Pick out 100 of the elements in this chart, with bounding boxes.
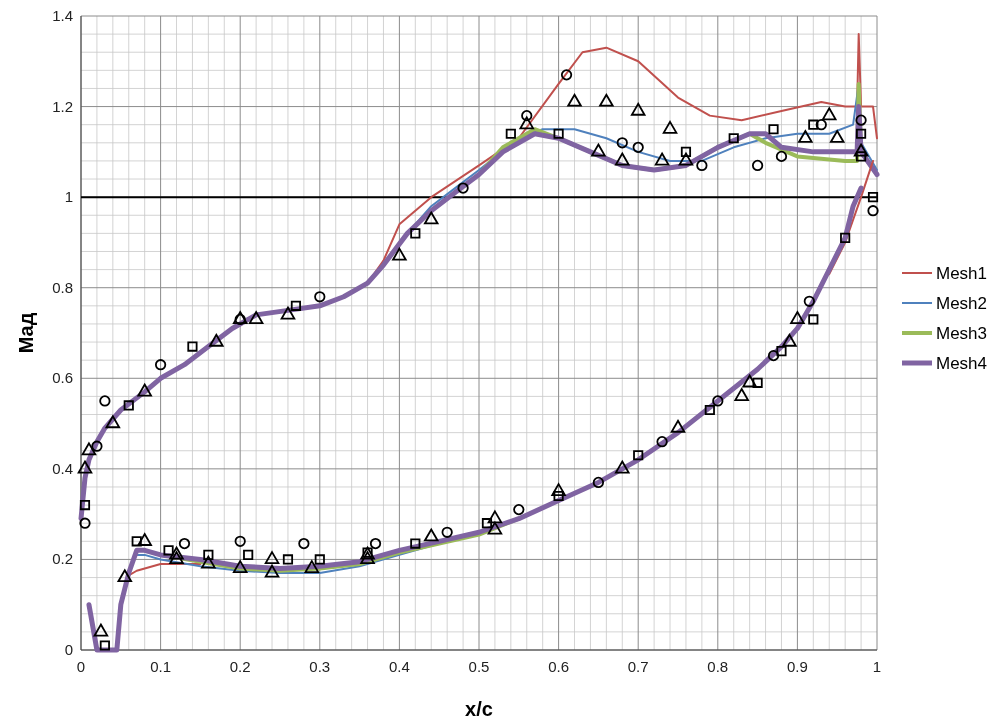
point bbox=[117, 569, 133, 583]
point bbox=[360, 551, 375, 564]
point bbox=[178, 537, 191, 550]
x-tick-label: 0 bbox=[76, 658, 86, 675]
point bbox=[803, 295, 815, 307]
point bbox=[314, 554, 325, 565]
point bbox=[264, 551, 280, 564]
point bbox=[856, 128, 867, 139]
x-tick-label: 0.5 bbox=[468, 658, 490, 675]
point bbox=[169, 551, 184, 564]
point bbox=[77, 460, 93, 474]
point bbox=[821, 107, 837, 121]
point bbox=[298, 537, 310, 550]
point bbox=[137, 533, 152, 546]
point bbox=[481, 518, 493, 529]
x-tick-label: 0.3 bbox=[309, 658, 331, 675]
point bbox=[423, 211, 439, 225]
point bbox=[855, 114, 867, 126]
point bbox=[551, 483, 566, 497]
point bbox=[487, 521, 503, 535]
y-tick-label: 0.6 bbox=[52, 369, 73, 387]
point bbox=[680, 146, 692, 157]
point bbox=[232, 560, 248, 574]
x-tick-label: 0.7 bbox=[627, 658, 649, 675]
point bbox=[633, 450, 644, 461]
point bbox=[369, 537, 382, 550]
y-tick-label: 0.4 bbox=[52, 459, 73, 477]
point bbox=[105, 415, 121, 429]
point bbox=[808, 119, 819, 130]
x-tick-label: 0.1 bbox=[150, 658, 172, 675]
x-tick-label: 0.8 bbox=[707, 658, 729, 675]
legend-label: Mesh1 bbox=[936, 264, 988, 283]
point bbox=[599, 93, 614, 107]
x-tick-label: 1 bbox=[872, 658, 882, 675]
point bbox=[123, 400, 134, 411]
x-axis-title: x/c bbox=[465, 698, 493, 720]
point bbox=[696, 159, 708, 172]
point bbox=[553, 490, 564, 502]
point bbox=[829, 130, 845, 143]
point bbox=[728, 133, 739, 144]
point bbox=[282, 554, 294, 565]
y-axis-title: Мад bbox=[15, 312, 37, 354]
point bbox=[752, 377, 763, 388]
point bbox=[560, 69, 573, 81]
point bbox=[734, 388, 749, 401]
point bbox=[768, 124, 779, 135]
point bbox=[790, 311, 805, 324]
point bbox=[798, 130, 813, 143]
point bbox=[280, 306, 296, 320]
point bbox=[314, 291, 326, 303]
point bbox=[248, 311, 264, 324]
point bbox=[567, 93, 582, 107]
point bbox=[519, 116, 535, 130]
point bbox=[187, 341, 198, 352]
x-tick-label: 0.9 bbox=[786, 658, 808, 675]
point bbox=[775, 150, 788, 162]
point bbox=[591, 143, 606, 157]
point bbox=[654, 152, 670, 166]
point bbox=[264, 564, 280, 578]
point bbox=[131, 536, 142, 547]
point bbox=[678, 152, 694, 166]
point bbox=[410, 538, 421, 549]
point bbox=[704, 404, 715, 416]
point bbox=[815, 119, 827, 131]
point bbox=[670, 419, 686, 433]
point bbox=[751, 159, 764, 172]
point bbox=[154, 359, 167, 371]
point bbox=[234, 535, 246, 547]
point bbox=[521, 110, 533, 122]
point bbox=[656, 436, 668, 448]
point bbox=[91, 440, 103, 452]
point bbox=[81, 442, 97, 456]
legend-label: Mesh3 bbox=[936, 324, 988, 343]
y-tick-label: 0 bbox=[64, 641, 73, 658]
point bbox=[410, 228, 421, 239]
point bbox=[487, 510, 503, 524]
point bbox=[423, 528, 439, 542]
point bbox=[243, 549, 254, 560]
point bbox=[79, 500, 91, 511]
point bbox=[616, 137, 628, 149]
point bbox=[553, 128, 564, 139]
point bbox=[632, 141, 644, 153]
point bbox=[392, 247, 407, 261]
point bbox=[867, 192, 879, 203]
point bbox=[615, 152, 630, 166]
point bbox=[201, 555, 216, 569]
y-tick-label: 1 bbox=[64, 188, 73, 206]
point bbox=[137, 383, 152, 397]
point bbox=[163, 545, 174, 556]
point bbox=[513, 504, 525, 516]
y-tick-label: 1.2 bbox=[52, 97, 73, 115]
y-tick-label: 1.4 bbox=[52, 7, 73, 24]
point bbox=[867, 205, 879, 217]
point bbox=[767, 350, 780, 362]
point bbox=[712, 395, 724, 407]
point bbox=[662, 120, 678, 134]
point bbox=[304, 560, 320, 574]
point bbox=[457, 182, 469, 194]
point bbox=[209, 333, 224, 347]
point bbox=[776, 346, 787, 357]
